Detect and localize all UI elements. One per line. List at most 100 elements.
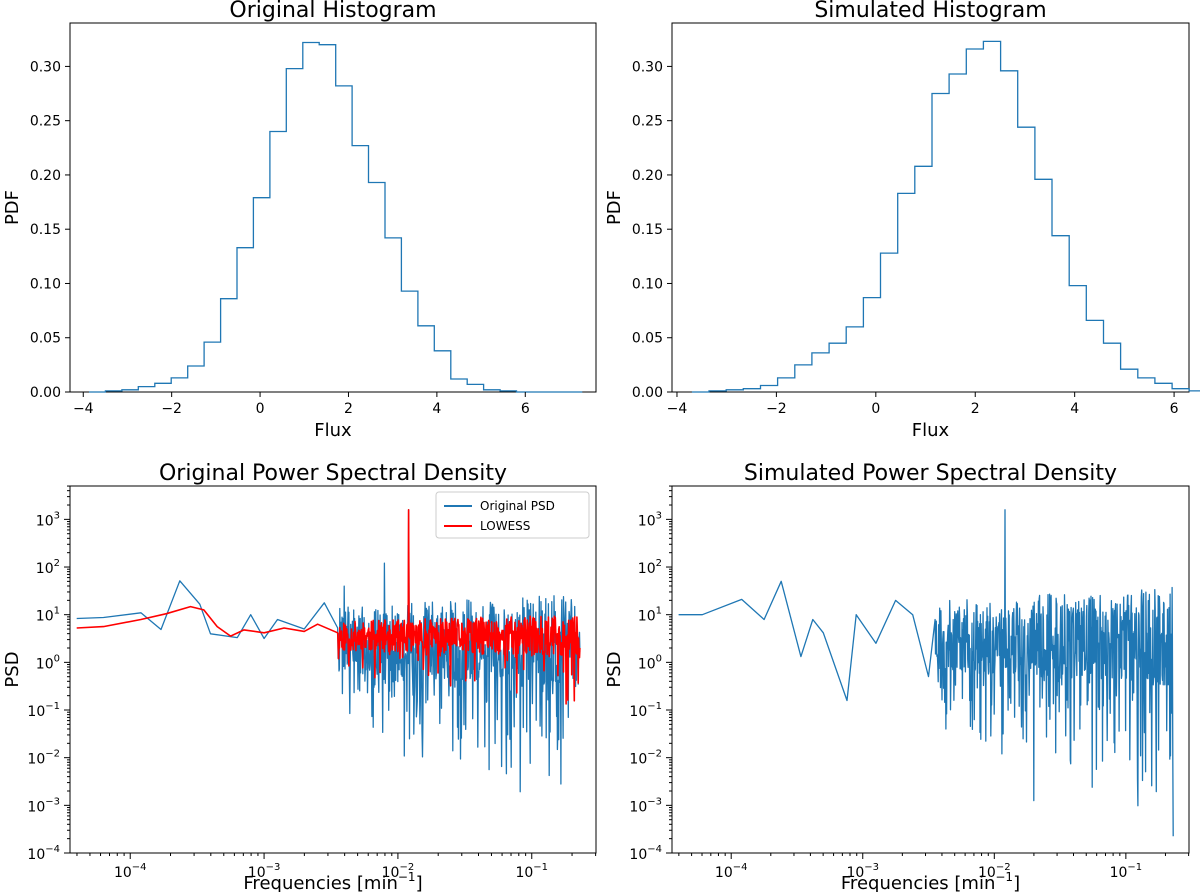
orig-hist-bin <box>467 384 483 392</box>
sim-hist-ytick-label: 0.05 <box>632 331 663 347</box>
orig-hist-xtick-label: 4 <box>432 401 441 417</box>
orig-hist-bin <box>385 238 401 392</box>
orig-psd-legend-label: Original PSD <box>480 499 555 513</box>
sim-psd-ytick-exp: −1 <box>647 701 662 712</box>
orig-hist-bin <box>401 291 417 392</box>
sim-psd-ytick-exp: −2 <box>647 749 662 760</box>
orig-hist-xtick-label: 2 <box>344 401 353 417</box>
sim-hist-bin <box>1103 343 1120 392</box>
orig-psd-xlabel: Frequencies [min−1] <box>243 870 422 892</box>
sim-hist-ylabel: PDF <box>604 190 625 225</box>
orig-psd-ytick-exp: 2 <box>54 558 60 569</box>
orig-hist-xtick-label: 0 <box>256 401 265 417</box>
sim-psd-series-psd <box>678 509 1174 837</box>
orig-psd-ytick-exp: 0 <box>54 653 60 664</box>
sim-psd-ytick-label: 102 <box>638 558 662 577</box>
sim-psd-xtick-label: 10−3 <box>846 862 879 881</box>
sim-hist-bin <box>915 166 932 392</box>
sim-hist-frame <box>671 22 1190 393</box>
sim-hist-xlabel: Flux <box>912 420 950 441</box>
sim-hist-bin <box>778 378 795 392</box>
orig-hist-bin <box>352 146 368 392</box>
orig-hist-bin <box>122 390 138 392</box>
sim-psd-ytick-label: 10−2 <box>629 749 662 768</box>
orig-hist-bin <box>188 366 204 392</box>
orig-hist-ytick-label: 0.30 <box>30 59 61 75</box>
orig-psd-xtick-base: 10 <box>248 865 266 881</box>
orig-hist-bin <box>171 378 187 392</box>
sim-psd-title: Simulated Power Spectral Density <box>744 461 1117 486</box>
sim-hist-bin <box>743 389 760 392</box>
orig-psd-legend: Original PSD LOWESS <box>435 491 590 539</box>
sim-psd-xtick-label: 10−1 <box>1110 862 1143 881</box>
orig-psd-ytick-exp: −4 <box>45 844 60 855</box>
orig-psd-xtick-label: 10−1 <box>515 862 548 881</box>
orig-psd-ytick-exp: −2 <box>45 749 60 760</box>
sim-psd-xtick-exp: −4 <box>733 862 748 873</box>
sim-psd-ytick-label: 100 <box>638 653 662 672</box>
orig-hist-bin <box>204 342 220 392</box>
sim-hist-bin <box>863 298 880 392</box>
sim-hist-xtick-label: 4 <box>1070 401 1079 417</box>
orig-psd-ytick-base: 10 <box>36 656 54 672</box>
orig-psd-ytick-label: 101 <box>36 606 60 625</box>
sim-hist-bin <box>829 343 846 392</box>
sim-psd-ytick-label: 103 <box>638 510 662 529</box>
sim-hist-bin <box>1069 286 1086 392</box>
sim-psd-xtick-base: 10 <box>846 865 864 881</box>
orig-psd-xtick-exp: −2 <box>399 862 414 873</box>
sim-hist-bin <box>898 193 915 392</box>
orig-hist-bin <box>484 390 500 392</box>
sim-psd-ytick-label: 101 <box>638 606 662 625</box>
sim-hist-bin <box>1018 127 1035 392</box>
sim-psd-ytick-base: 10 <box>629 752 647 768</box>
orig-psd-xtick-exp: −1 <box>533 862 548 873</box>
orig-psd-plot-area <box>76 509 581 793</box>
orig-hist-ytick-label: 0.15 <box>30 222 61 238</box>
orig-hist-bin <box>221 299 237 392</box>
sim-hist-ytick-label: 0.30 <box>632 59 663 75</box>
sim-psd-ytick-base: 10 <box>638 513 656 529</box>
sim-psd-ytick-base: 10 <box>629 704 647 720</box>
sim-hist-bin <box>760 385 777 392</box>
sim-psd-xtick-label: 10−2 <box>978 862 1011 881</box>
orig-psd-ytick-label: 100 <box>36 653 60 672</box>
orig-psd-legend-box <box>435 491 590 539</box>
orig-hist-bin <box>105 391 121 392</box>
sim-psd-ytick-base: 10 <box>629 847 647 863</box>
orig-psd-ytick-exp: 1 <box>54 606 60 617</box>
original-histogram-panel: Original Histogram −4 −2 0 2 4 6 0.00 0.05 0.10 0.… <box>2 0 597 441</box>
orig-hist-xlabel: Flux <box>314 420 352 441</box>
sim-psd-xtick-exp: −1 <box>1127 862 1142 873</box>
orig-hist-bin <box>270 132 286 392</box>
orig-psd-xtick-exp: −3 <box>266 862 281 873</box>
orig-psd-ytick-label: 10−4 <box>27 844 60 863</box>
sim-psd-xtick-base: 10 <box>715 865 733 881</box>
sim-psd-ytick-exp: −3 <box>647 796 662 807</box>
sim-psd-ytick-base: 10 <box>638 609 656 625</box>
orig-psd-ytick-label: 10−2 <box>27 749 60 768</box>
sim-psd-xtick-base: 10 <box>1110 865 1128 881</box>
sim-psd-plot-area <box>678 509 1174 837</box>
orig-psd-xtick-base: 10 <box>382 865 400 881</box>
sim-psd-ytick-exp: 1 <box>656 606 662 617</box>
sim-hist-xtick-label: 6 <box>1170 401 1179 417</box>
sim-hist-bin <box>1121 369 1138 392</box>
sim-psd-ytick-exp: 2 <box>656 558 662 569</box>
orig-psd-ytick-base: 10 <box>36 513 54 529</box>
sim-hist-bin <box>881 253 898 392</box>
orig-hist-bin <box>500 391 516 392</box>
orig-psd-legend-label: LOWESS <box>480 519 530 533</box>
sim-psd-ytick-exp: 0 <box>656 653 662 664</box>
sim-hist-bin <box>795 365 812 392</box>
orig-hist-step-line <box>89 41 583 393</box>
orig-psd-ylabel: PSD <box>2 651 23 687</box>
orig-psd-ytick-exp: −1 <box>45 701 60 712</box>
orig-psd-series-lowess <box>76 509 581 705</box>
sim-hist-bin <box>709 391 726 392</box>
orig-psd-ytick-label: 102 <box>36 558 60 577</box>
orig-hist-bin <box>434 351 450 392</box>
orig-hist-ytick-label: 0.10 <box>30 276 61 292</box>
sim-hist-ytick-label: 0.00 <box>632 385 663 401</box>
